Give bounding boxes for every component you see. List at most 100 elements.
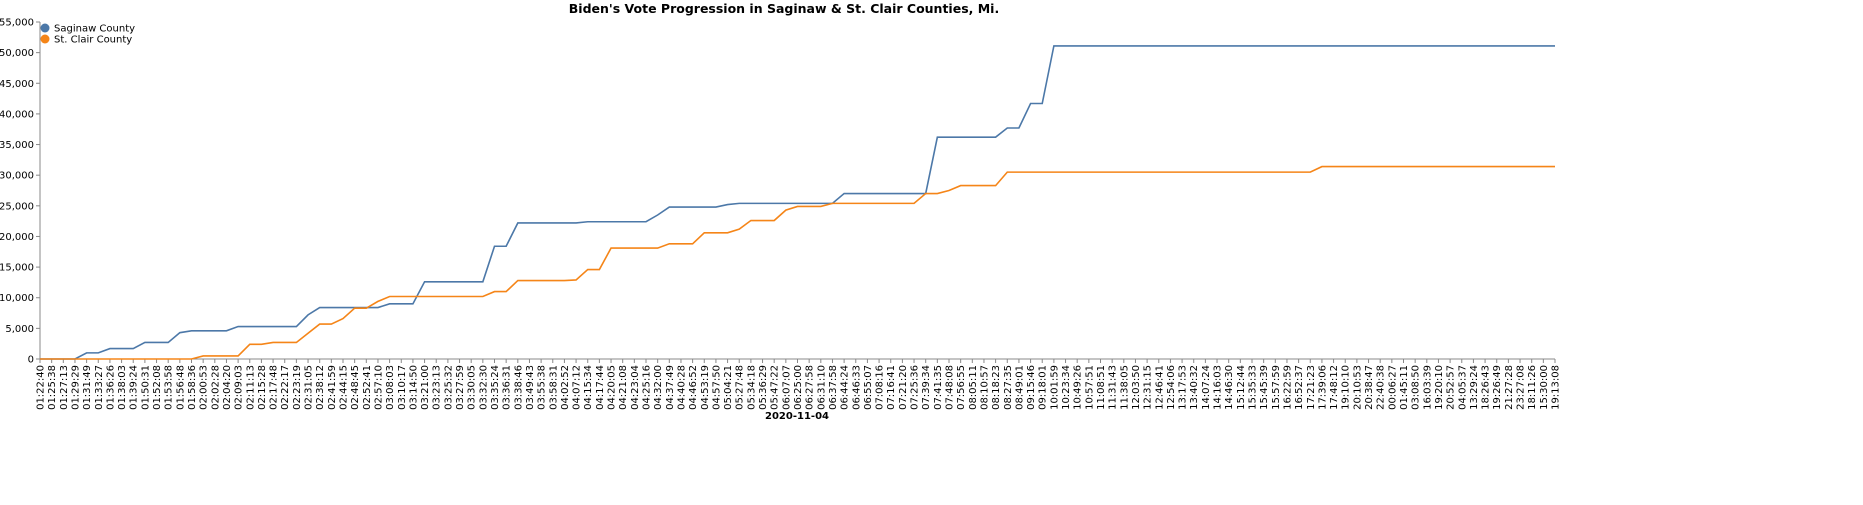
- x-tick-label: 03:32:30: [478, 365, 489, 410]
- x-tick-label: 15:35:33: [1248, 365, 1259, 410]
- x-tick-label: 08:10:57: [979, 365, 990, 410]
- y-tick-label: 50,000: [0, 48, 34, 59]
- line-series: [40, 45, 1555, 360]
- x-tick-label: 07:16:41: [886, 365, 897, 410]
- x-tick-label: 03:21:00: [420, 365, 431, 410]
- x-tick-label: 04:21:08: [618, 365, 629, 410]
- x-tick-label: 19:20:10: [1434, 365, 1445, 410]
- x-tick-label: 05:47:22: [770, 365, 781, 410]
- x-tick-label: 03:25:32: [443, 365, 454, 410]
- x-tick-label: 14:07:24: [1201, 365, 1212, 410]
- x-tick-label: 04:23:04: [630, 365, 641, 410]
- x-tick-label: 07:41:35: [933, 365, 944, 410]
- x-tick-label: 02:09:03: [234, 365, 245, 410]
- x-tick-label: 10:23:34: [1061, 365, 1072, 410]
- x-tick-label: 01:29:29: [70, 365, 81, 410]
- x-tick-label: 01:27:13: [59, 365, 70, 410]
- x-tick-label: 02:11:13: [245, 365, 256, 410]
- x-tick-label: 01:58:36: [187, 365, 198, 410]
- y-tick-label: 20,000: [0, 232, 34, 243]
- x-tick-label: 11:31:43: [1108, 365, 1119, 410]
- x-tick-label: 03:38:46: [513, 365, 524, 410]
- x-tick-label: 09:18:01: [1038, 365, 1049, 410]
- x-tick-label: 05:36:29: [758, 365, 769, 410]
- x-tick-label: 23:27:08: [1516, 365, 1527, 410]
- x-tick-label: 01:33:27: [94, 365, 105, 410]
- x-tick-label: 01:31:49: [82, 365, 93, 410]
- x-tick-label: 01:52:08: [152, 365, 163, 410]
- x-axis-title: 2020-11-04: [765, 411, 829, 422]
- x-tick-label: 02:44:15: [339, 365, 350, 410]
- x-tick-label: 05:34:18: [746, 365, 757, 410]
- y-tick-label: 45,000: [0, 79, 34, 90]
- legend-symbol: [40, 34, 50, 44]
- x-tick-label: 02:15:28: [257, 365, 268, 410]
- x-tick-label: 15:12:44: [1236, 365, 1247, 410]
- x-tick-label: 05:27:48: [735, 365, 746, 410]
- x-tick-label: 02:52:41: [362, 365, 373, 410]
- y-tick-label: 55,000: [0, 18, 34, 29]
- x-tick-label: 13:40:32: [1189, 365, 1200, 410]
- x-tick-label: 04:53:19: [700, 365, 711, 410]
- x-tick-label: 07:48:08: [945, 365, 956, 410]
- x-tick-label: 02:57:10: [373, 365, 384, 410]
- y-tick-label: 35,000: [0, 140, 34, 151]
- x-tick-label: 03:35:24: [490, 365, 501, 410]
- x-tick-label: 11:08:51: [1096, 365, 1107, 410]
- x-tick-label: 04:07:12: [572, 365, 583, 410]
- x-tick-label: 01:25:38: [47, 365, 58, 410]
- x-tick-label: 03:14:50: [408, 365, 419, 410]
- x-tick-label: 00:06:27: [1387, 365, 1398, 410]
- x-tick-label: 06:55:07: [863, 365, 874, 410]
- x-tick-label: 04:05:37: [1457, 365, 1468, 410]
- x-tick-label: 12:31:15: [1143, 365, 1154, 410]
- x-tick-label: 17:21:23: [1306, 365, 1317, 410]
- chart-title: Biden's Vote Progression in Saginaw & St…: [569, 1, 999, 16]
- x-tick-label: 15:30:00: [1539, 365, 1550, 410]
- x-tick-label: 03:30:05: [467, 365, 478, 410]
- x-tick-label: 08:05:11: [968, 365, 979, 410]
- x-tick-label: 15:45:39: [1259, 365, 1270, 410]
- y-tick-label: 0: [28, 355, 34, 366]
- x-tick-label: 19:13:08: [1551, 365, 1562, 410]
- x-tick-label: 07:56:55: [956, 365, 967, 410]
- x-tick-label: 03:08:03: [385, 365, 396, 410]
- x-tick-label: 16:03:39: [1422, 365, 1433, 410]
- x-tick-label: 04:46:52: [688, 365, 699, 410]
- x-tick-label: 03:23:13: [432, 365, 443, 410]
- x-tick-label: 16:52:37: [1294, 365, 1305, 410]
- x-tick-label: 06:31:10: [816, 365, 827, 410]
- x-tick-label: 07:21:20: [898, 365, 909, 410]
- x-tick-label: 19:26:49: [1492, 365, 1503, 410]
- x-tick-label: 02:17:48: [269, 365, 280, 410]
- legend-label: St. Clair County: [54, 35, 132, 46]
- x-tick-label: 07:25:36: [910, 365, 921, 410]
- x-tick-label: 19:10:10: [1341, 365, 1352, 410]
- x-tick-label: 02:00:53: [199, 365, 210, 410]
- x-tick-label: 13:29:24: [1469, 365, 1480, 410]
- x-tick-label: 01:22:40: [36, 365, 47, 410]
- x-tick-label: 03:08:50: [1411, 365, 1422, 410]
- legend-symbol: [40, 23, 50, 33]
- x-tick-label: 02:23:19: [292, 365, 303, 410]
- x-tick-label: 02:31:05: [304, 365, 315, 410]
- x-tick-label: 20:52:57: [1446, 365, 1457, 410]
- x-tick-label: 09:15:46: [1026, 365, 1037, 410]
- x-tick-label: 03:27:59: [455, 365, 466, 410]
- x-tick-label: 11:38:05: [1119, 365, 1130, 410]
- x-tick-label: 08:49:01: [1014, 365, 1025, 410]
- y-tick-label: 10,000: [0, 293, 34, 304]
- x-tick-label: 01:50:31: [140, 365, 151, 410]
- x-tick-label: 10:57:51: [1084, 365, 1095, 410]
- x-tick-label: 07:39:34: [921, 365, 932, 410]
- y-tick-label: 15,000: [0, 263, 34, 274]
- x-tick-label: 01:38:03: [117, 365, 128, 410]
- x-tick-label: 14:46:30: [1224, 365, 1235, 410]
- x-tick-label: 22:40:38: [1376, 365, 1387, 410]
- x-tick-label: 08:27:35: [1003, 365, 1014, 410]
- x-tick-label: 18:26:43: [1481, 365, 1492, 410]
- x-tick-label: 03:55:38: [537, 365, 548, 410]
- y-tick-label: 25,000: [0, 201, 34, 212]
- x-tick-label: 20:38:47: [1364, 365, 1375, 410]
- x-tick-label: 04:37:49: [665, 365, 676, 410]
